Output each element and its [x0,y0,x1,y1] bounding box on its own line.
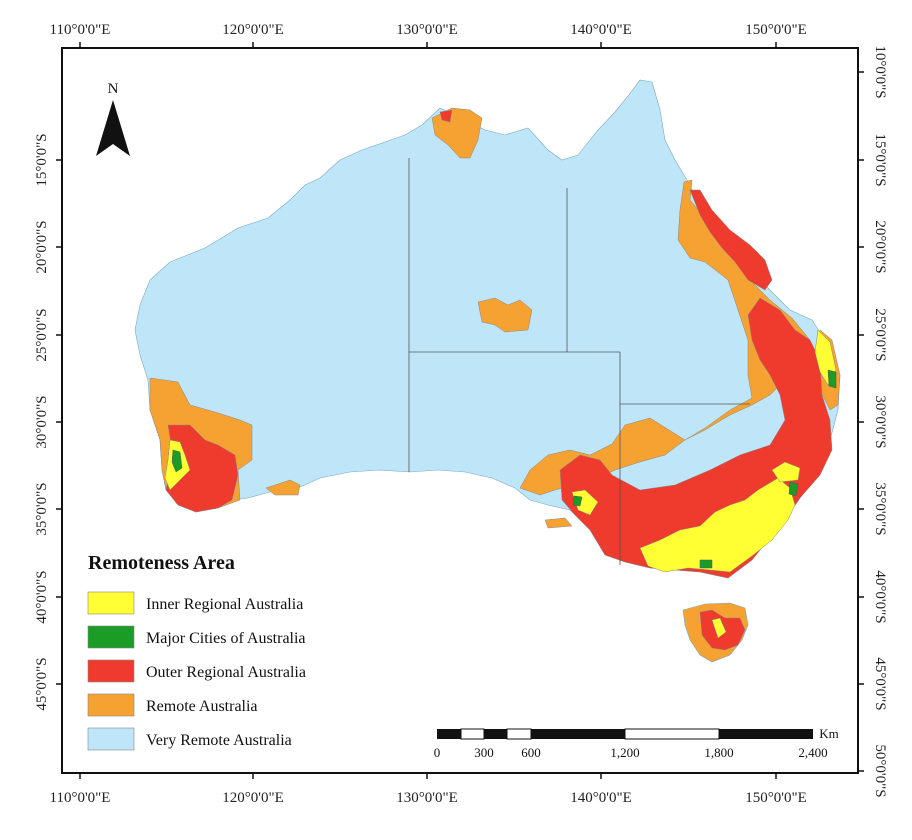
scale-label: 2,400 [798,745,827,760]
bottom-lon-label: 110°0'0"E [50,790,111,806]
top-lon-label: 130°0'0"E [396,22,458,38]
major-cities-zones [171,369,837,569]
scale-seg [437,729,461,739]
legend-title: Remoteness Area [88,552,235,574]
state-borders [408,158,750,565]
left-lat-label: 30°0'0"S [34,395,50,448]
left-lat-label: 45°0'0"S [34,657,50,710]
left-lat-label: 15°0'0"S [34,133,50,186]
north-arrow-icon [96,100,130,156]
right-lat-label: 25°0'0"S [872,308,888,361]
frame-ticks [56,42,864,779]
scale-seg [531,729,625,739]
scale-seg [624,728,720,740]
legend: Remoteness Area Inner Regional Australia… [87,552,306,751]
bottom-lon-label: 120°0'0"E [222,790,284,806]
left-lat-label: 25°0'0"S [34,308,50,361]
scale-label: 1,200 [610,745,639,760]
legend-label: Very Remote Australia [146,732,292,749]
bottom-lon-label: 150°0'0"E [745,790,807,806]
top-lon-label: 120°0'0"E [222,22,284,38]
left-latitude-labels: 15°0'0"S 20°0'0"S 25°0'0"S 30°0'0"S 35°0… [34,133,50,710]
top-longitude-labels: 110°0'0"E 120°0'0"E 130°0'0"E 140°0'0"E … [50,22,807,38]
right-lat-label: 20°0'0"S [872,220,888,273]
legend-label: Inner Regional Australia [146,596,303,613]
north-label: N [108,81,119,97]
legend-swatch-remote [87,693,135,717]
scale-label: 300 [474,745,494,760]
scale-seg [719,729,813,739]
legend-label: Remote Australia [146,698,258,715]
legend-swatch-outer-regional [87,659,135,683]
scale-seg [484,729,507,739]
scale-seg [460,728,485,740]
right-lat-label: 40°0'0"S [872,570,888,623]
right-lat-label: 15°0'0"S [872,133,888,186]
legend-swatch-very-remote [87,727,135,751]
bottom-longitude-labels: 110°0'0"E 120°0'0"E 130°0'0"E 140°0'0"E … [50,790,807,806]
right-latitude-labels: 10°0'0"S 15°0'0"S 20°0'0"S 25°0'0"S 30°0… [872,45,888,797]
right-lat-label: 50°0'0"S [872,744,888,797]
scale-label: 0 [434,745,441,760]
scale-label: 1,800 [704,745,733,760]
legend-label: Outer Regional Australia [146,664,306,681]
legend-label: Major Cities of Australia [146,630,306,647]
bottom-lon-label: 140°0'0"E [570,790,632,806]
right-lat-label: 35°0'0"S [872,482,888,535]
scale-label: 600 [521,745,541,760]
scale-bar: Km 0 300 600 1,200 1,800 2,400 [434,726,839,760]
scale-unit: Km [819,726,839,741]
north-arrow: N [96,81,130,156]
bottom-lon-label: 130°0'0"E [396,790,458,806]
top-lon-label: 140°0'0"E [570,22,632,38]
right-lat-label: 45°0'0"S [872,657,888,710]
right-lat-label: 30°0'0"S [872,395,888,448]
left-lat-label: 40°0'0"S [34,570,50,623]
top-lon-label: 150°0'0"E [745,22,807,38]
legend-swatch-major-cities [87,625,135,649]
left-lat-label: 35°0'0"S [34,482,50,535]
right-lat-label: 10°0'0"S [872,45,888,98]
left-lat-label: 20°0'0"S [34,220,50,273]
legend-swatch-inner-regional [87,591,135,615]
scale-seg [506,728,532,740]
top-lon-label: 110°0'0"E [50,22,111,38]
